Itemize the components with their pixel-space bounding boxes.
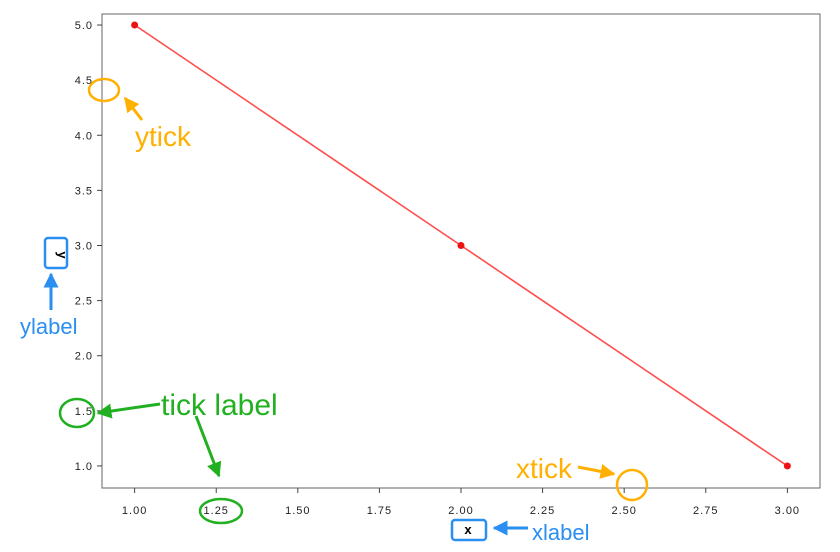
y-tick-label: 1.0 (75, 461, 93, 473)
x-axis-ticks: 1.00 1.25 1.50 1.75 2.00 2.25 2.50 2.75 3.00 (122, 488, 800, 517)
xtick-label-highlight (198, 497, 244, 525)
y-tick-label: 5.0 (75, 20, 93, 32)
ytick-arrow (123, 96, 144, 121)
xtick-highlight-circle (615, 468, 649, 502)
y-tick-label: 3.0 (75, 240, 93, 252)
ylabel-highlight-box (43, 236, 69, 270)
y-axis-ticks: 1.0 1.5 2.0 2.5 3.0 3.5 4.0 4.5 5.0 (75, 20, 102, 473)
ytick-label-highlight (58, 397, 96, 429)
ylabel-annotation: ylabel (20, 236, 77, 339)
x-tick-label: 1.75 (367, 505, 392, 517)
data-point (131, 21, 139, 29)
ytick-annotation: ytick (87, 77, 192, 152)
x-tick-label: 1.25 (204, 505, 229, 517)
x-tick-label: 2.00 (448, 505, 473, 517)
tick-label-arrow-down (194, 415, 222, 478)
x-tick-label: 2.75 (693, 505, 718, 517)
data-point (457, 241, 465, 249)
x-axis-label: x (464, 522, 472, 537)
ylabel-annotation-text: ylabel (20, 314, 77, 339)
y-tick-label: 2.5 (75, 296, 93, 308)
xlabel-annotation: xlabel (450, 518, 589, 545)
xlabel-highlight-box (450, 518, 488, 542)
y-tick-label: 4.5 (75, 75, 93, 87)
tick-label-annotation: tick label (58, 389, 278, 525)
y-tick-label: 2.0 (75, 351, 93, 363)
x-tick-label: 2.50 (611, 505, 636, 517)
xlabel-annotation-text: xlabel (532, 520, 589, 545)
x-tick-label: 1.50 (285, 505, 310, 517)
x-tick-label: 1.00 (122, 505, 147, 517)
xtick-annotation-text: xtick (516, 453, 573, 484)
y-tick-label: 4.0 (75, 130, 93, 142)
x-tick-label: 2.25 (530, 505, 555, 517)
plot-area (101, 13, 821, 489)
y-axis-label: y (55, 251, 70, 259)
xtick-annotation: xtick (516, 453, 649, 502)
data-series (131, 21, 791, 470)
xtick-arrow (577, 464, 616, 479)
tick-label-annotation-text: tick label (161, 389, 278, 422)
y-tick-label: 1.5 (75, 406, 93, 418)
data-point (783, 462, 791, 470)
ytick-highlight-circle (87, 77, 121, 103)
ytick-annotation-text: ytick (135, 121, 192, 152)
tick-label-arrow-left (96, 402, 161, 419)
x-tick-label: 3.00 (775, 505, 800, 517)
y-tick-label: 3.5 (75, 185, 93, 197)
